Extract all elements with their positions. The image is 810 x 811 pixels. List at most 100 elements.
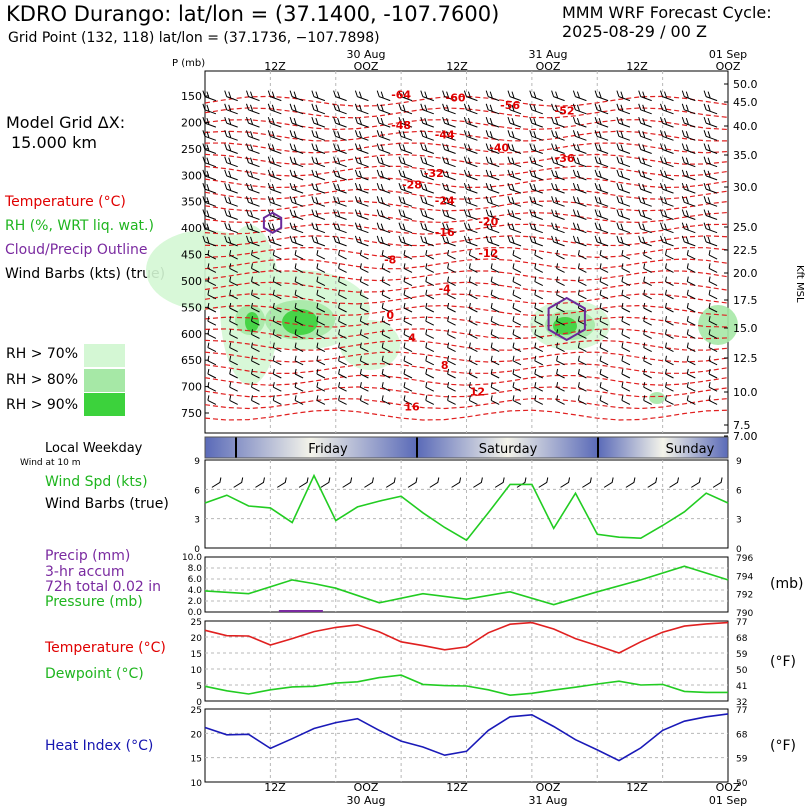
grid-point-subtitle: Grid Point (132, 118) lat/lon = (37.1736… [8,30,380,46]
wind-barb-354 [599,276,609,287]
pressure-tick-300: 300 [181,169,202,182]
chart-title: KDRO Durango: lat/lon = (37.1400, -107.7… [6,2,500,26]
wind-barb-56 [376,116,391,128]
wind-barb-407 [708,302,718,313]
wind-barb-175 [354,182,369,194]
wind-barb-570 [599,395,609,405]
wind-barb-232 [551,209,565,220]
wind-barb-297 [403,250,413,260]
wind-barb-460 [294,342,304,353]
wind-barb-554 [251,395,260,405]
wind-barb-525 [665,368,674,379]
wind-barb-486 [338,355,347,366]
wind-barb-467 [447,342,456,353]
wind-barb-217 [224,209,238,220]
wind-barb-117 [660,143,674,154]
wind-barb-148 [289,169,304,181]
rh-shade-3 [340,320,400,370]
wind-barb-274 [420,235,434,247]
wind-barb-553 [229,395,238,405]
wind-barb-506 [251,368,260,379]
wind-barb-286 [681,235,696,247]
wind-barb-190 [681,182,696,194]
wind-barb-105 [398,143,413,154]
wind-barb-203 [442,196,456,207]
wind-barb-211 [616,196,631,207]
isotherm-label-4: -48 [391,119,411,132]
wind-barb-453 [665,329,674,339]
wind-barb-51 [267,116,282,128]
wind-barb-193 [224,196,238,207]
wind-barb-197 [311,196,326,207]
wind-barb-381 [665,289,674,300]
wind-barb-417 [403,316,413,326]
wind-barb-313 [229,263,238,273]
wind-barb-429 [665,316,674,326]
wind-barb-157 [485,169,500,181]
wind-barb-120 [202,156,217,168]
wind-barb-174 [333,182,347,194]
wind-barb-334 [686,263,696,273]
forecast-cycle-value: 2025-08-29 / 00 Z [562,22,707,41]
temp-ytick-c-20: 20 [191,634,203,644]
wind-barb-368 [381,289,391,300]
sfc-wind-barb-7 [277,477,287,488]
wind-barb-199 [354,196,369,207]
isotherm-label-1: -60 [446,91,466,104]
wind-barb-504 [207,368,217,379]
wind-barb-362 [251,289,260,300]
wind-barb-512 [381,368,391,379]
isotherm-label-16: 0 [386,309,394,322]
weekday-1: Saturday [479,442,538,457]
wind-barb-123 [267,156,282,168]
height-axis-title: Kft MSL [794,265,805,303]
wind-barb-541 [490,382,500,392]
rh70-label: RH > 70% [6,346,79,362]
wind-barb-281 [572,235,587,247]
wind-barb-445 [490,329,500,339]
wind-barb-69 [660,116,674,128]
wind-barb-113 [572,143,587,154]
wind-barb-131 [442,156,456,168]
rh90-swatch [84,393,125,416]
wind-barb-164 [638,169,652,181]
wind-barb-346 [425,276,435,287]
wind-barb-151 [354,169,369,181]
wind-barb-282 [594,235,609,247]
wind-barb-372 [468,289,478,300]
wind-barb-61 [485,116,500,128]
wind-barb-40 [551,103,565,115]
wind-barb-311 [708,250,718,260]
wind-barb-292 [294,250,304,260]
weekday-band-1 [417,437,598,458]
wind-barb-515 [447,368,456,379]
pressure-tick-750: 750 [181,407,202,420]
wind-barb-513 [403,368,413,379]
height-tick-13: 7.00 [733,430,758,443]
wind-barb-524 [643,368,652,379]
isotherm-label-6: -40 [489,141,509,154]
wind-barb-34 [420,103,434,115]
wind-barb-526 [686,368,696,379]
wind-barb-379 [621,289,631,300]
sfc-wind-barb-43 [669,477,680,488]
wind-barb-503 [708,355,718,366]
wind-barb-262 [681,222,696,234]
wind-barb-37 [485,103,500,115]
wind-barb-245 [311,222,326,234]
wind-barb-387 [272,302,282,313]
isotherm-label-5: -44 [435,128,455,141]
wind-barb-209 [572,196,587,207]
wind-barb-22 [681,90,696,102]
wind-barb-377 [577,289,587,300]
wind-barb-208 [551,196,565,207]
sfc-wind-barb-45 [691,477,701,488]
wind-barb-435 [272,329,282,339]
isotherm-label-14: -8 [384,253,396,266]
wind-barb-380 [643,289,652,300]
rh80-swatch [84,369,125,392]
wind-barb-422 [512,316,522,326]
wind-barb-566 [512,395,522,405]
wind-barb-9 [398,90,413,102]
rh-shade-9 [282,309,318,335]
